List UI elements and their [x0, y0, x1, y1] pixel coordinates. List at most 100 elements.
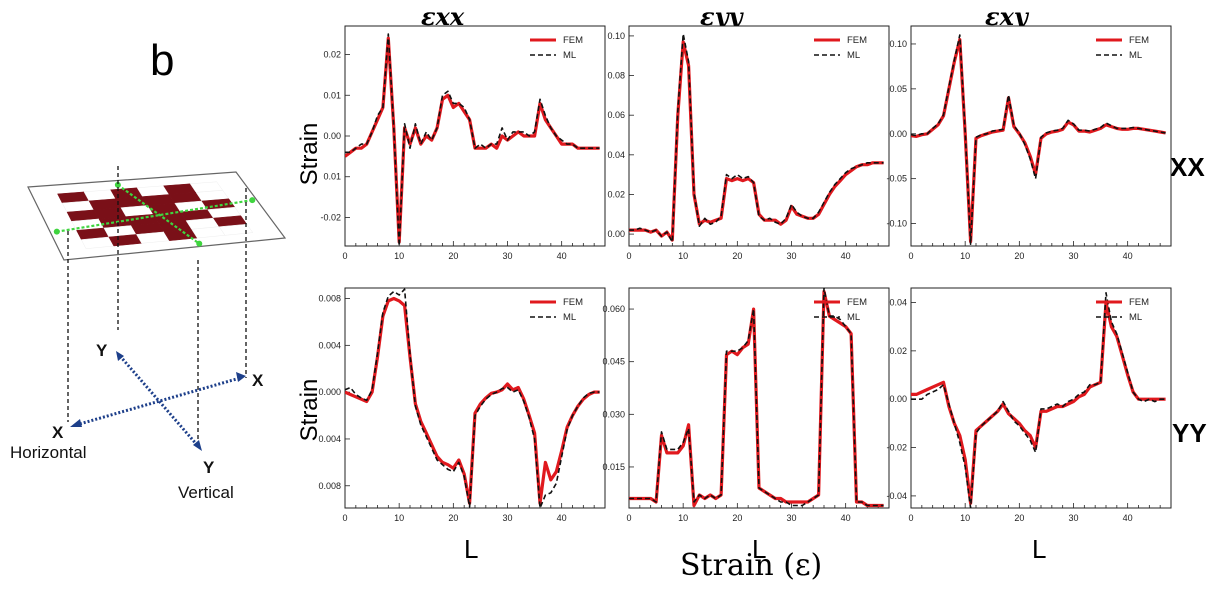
series-ml-line: [911, 292, 1166, 508]
void-cell: [218, 223, 254, 236]
y-tick-label: 0.008: [318, 481, 341, 491]
y-tick-label: 0.00: [607, 229, 625, 239]
legend-ml-label: ML: [847, 312, 860, 323]
legend-fem-label: FEM: [1129, 35, 1149, 46]
legend-fem-label: FEM: [847, 35, 867, 46]
y-tick-label: 0.004: [318, 340, 341, 350]
x-tick-label: 20: [732, 251, 742, 261]
axis-label-y-top: Y: [96, 341, 108, 360]
legend-fem-label: FEM: [847, 297, 867, 308]
legend-fem-label: FEM: [1129, 297, 1149, 308]
horizontal-axis-line: [75, 376, 241, 427]
y-tick-label: 0.008: [318, 294, 341, 304]
row-label-yy: YY: [1172, 418, 1207, 448]
x-tick-label: 20: [1014, 251, 1024, 261]
y-tick-label: 0.01: [323, 172, 341, 182]
arrow-head-icon: [193, 440, 202, 451]
x-tick-label: 40: [557, 251, 567, 261]
vertical-axis-line: [118, 355, 200, 447]
chart-xx-exx: 0 10 20 30 40 0.02 0.01 0.00 0.01 -0.02 FEM ML: [320, 25, 606, 261]
x-axis-label-3: L: [1032, 534, 1047, 564]
chart-xx-exy: 0 10 20 30 40 0.10 0.05 0.00 -0.05 -0.10 FEM ML: [886, 25, 1172, 261]
vertical-section-line: [117, 184, 200, 245]
section-end-marker: [249, 197, 256, 204]
x-tick-label: 30: [786, 513, 796, 523]
y-tick-label: 0.060: [602, 304, 625, 314]
direction-label-vertical: Vertical: [178, 483, 234, 502]
y-tick-label: 0.02: [889, 346, 907, 356]
x-tick-label: 30: [1068, 251, 1078, 261]
y-tick-label: 0.06: [607, 110, 625, 120]
x-tick-label: 40: [841, 251, 851, 261]
x-tick-label: 40: [841, 513, 851, 523]
y-tick-label: 0.02: [323, 50, 341, 60]
section-end-marker: [53, 228, 60, 235]
section-end-marker: [196, 240, 203, 247]
legend-ml-label: ML: [847, 50, 860, 61]
x-tick-label: 30: [502, 513, 512, 523]
y-tick-label: 0.01: [323, 90, 341, 100]
row-label-xx: XX: [1170, 152, 1205, 182]
legend-ml-label: ML: [563, 50, 576, 61]
legend-fem-label: FEM: [563, 35, 583, 46]
y-tick-label: -0.10: [886, 219, 907, 229]
x-tick-label: 10: [678, 251, 688, 261]
x-tick-label: 40: [1123, 251, 1133, 261]
footer-strain-label: Strain (ε): [680, 548, 823, 583]
series-fem-line: [629, 289, 884, 508]
x-tick-label: 10: [678, 513, 688, 523]
x-tick-label: 20: [732, 513, 742, 523]
y-tick-label: 0.000: [318, 387, 341, 397]
x-tick-label: 40: [1123, 513, 1133, 523]
y-tick-label: -0.04: [886, 491, 907, 501]
y-tick-label: 0.045: [602, 357, 625, 367]
y-tick-label: 0.08: [607, 71, 625, 81]
x-tick-label: 10: [394, 513, 404, 523]
y-tick-label: 0.02: [607, 189, 625, 199]
x-tick-label: 0: [342, 513, 347, 523]
direction-label-horizontal: Horizontal: [10, 443, 87, 462]
x-tick-label: 10: [960, 513, 970, 523]
x-tick-label: 10: [960, 251, 970, 261]
x-tick-label: 0: [908, 251, 913, 261]
horizontal-section-line: [56, 198, 253, 233]
arrow-head-icon: [116, 351, 124, 361]
x-tick-label: 40: [557, 513, 567, 523]
axis-label-y-bottom: Y: [203, 458, 215, 477]
y-tick-label: 0.04: [889, 298, 907, 308]
y-tick-label: 0.015: [602, 462, 625, 472]
series-ml-line: [345, 288, 600, 508]
y-tick-label: 0.05: [889, 84, 907, 94]
legend-ml-label: ML: [563, 312, 576, 323]
series-ml-line: [629, 288, 884, 507]
legend-ml-label: ML: [1129, 50, 1142, 61]
y-tick-label: 0.030: [602, 409, 625, 419]
plot-frame: [344, 287, 606, 509]
y-tick-label: 0.00: [323, 131, 341, 141]
chart-yy-exx: 0 10 20 30 40 0.008 0.004 0.000 0.004 0.008 FEM ML: [318, 287, 606, 523]
x-tick-label: 20: [448, 513, 458, 523]
y-tick-label: 0.00: [889, 394, 907, 404]
y-tick-label: 0.10: [889, 39, 907, 49]
series-ml-line: [345, 33, 600, 246]
arrow-head-icon: [236, 372, 246, 382]
x-tick-label: 20: [448, 251, 458, 261]
chart-xx-eyy: 0 10 20 30 40 0.10 0.08 0.06 0.04 0.02 0.00 FEM ML: [607, 25, 890, 261]
x-axis-label-2: L: [752, 534, 767, 564]
x-tick-label: 20: [1014, 513, 1024, 523]
legend-fem-label: FEM: [563, 297, 583, 308]
x-axis-label-1: L: [464, 534, 479, 564]
series-ml-line: [911, 34, 1166, 245]
legend-ml-label: ML: [1129, 312, 1142, 323]
y-tick-label: -0.02: [320, 212, 341, 222]
section-end-marker: [114, 181, 121, 188]
y-tick-label: 0.004: [318, 434, 341, 444]
plot-frame: [910, 287, 1172, 509]
x-tick-label: 0: [626, 513, 631, 523]
x-tick-label: 0: [626, 251, 631, 261]
axis-label-x-right: X: [252, 371, 264, 390]
arrow-head-icon: [70, 419, 82, 427]
x-tick-label: 0: [342, 251, 347, 261]
x-tick-label: 10: [394, 251, 404, 261]
